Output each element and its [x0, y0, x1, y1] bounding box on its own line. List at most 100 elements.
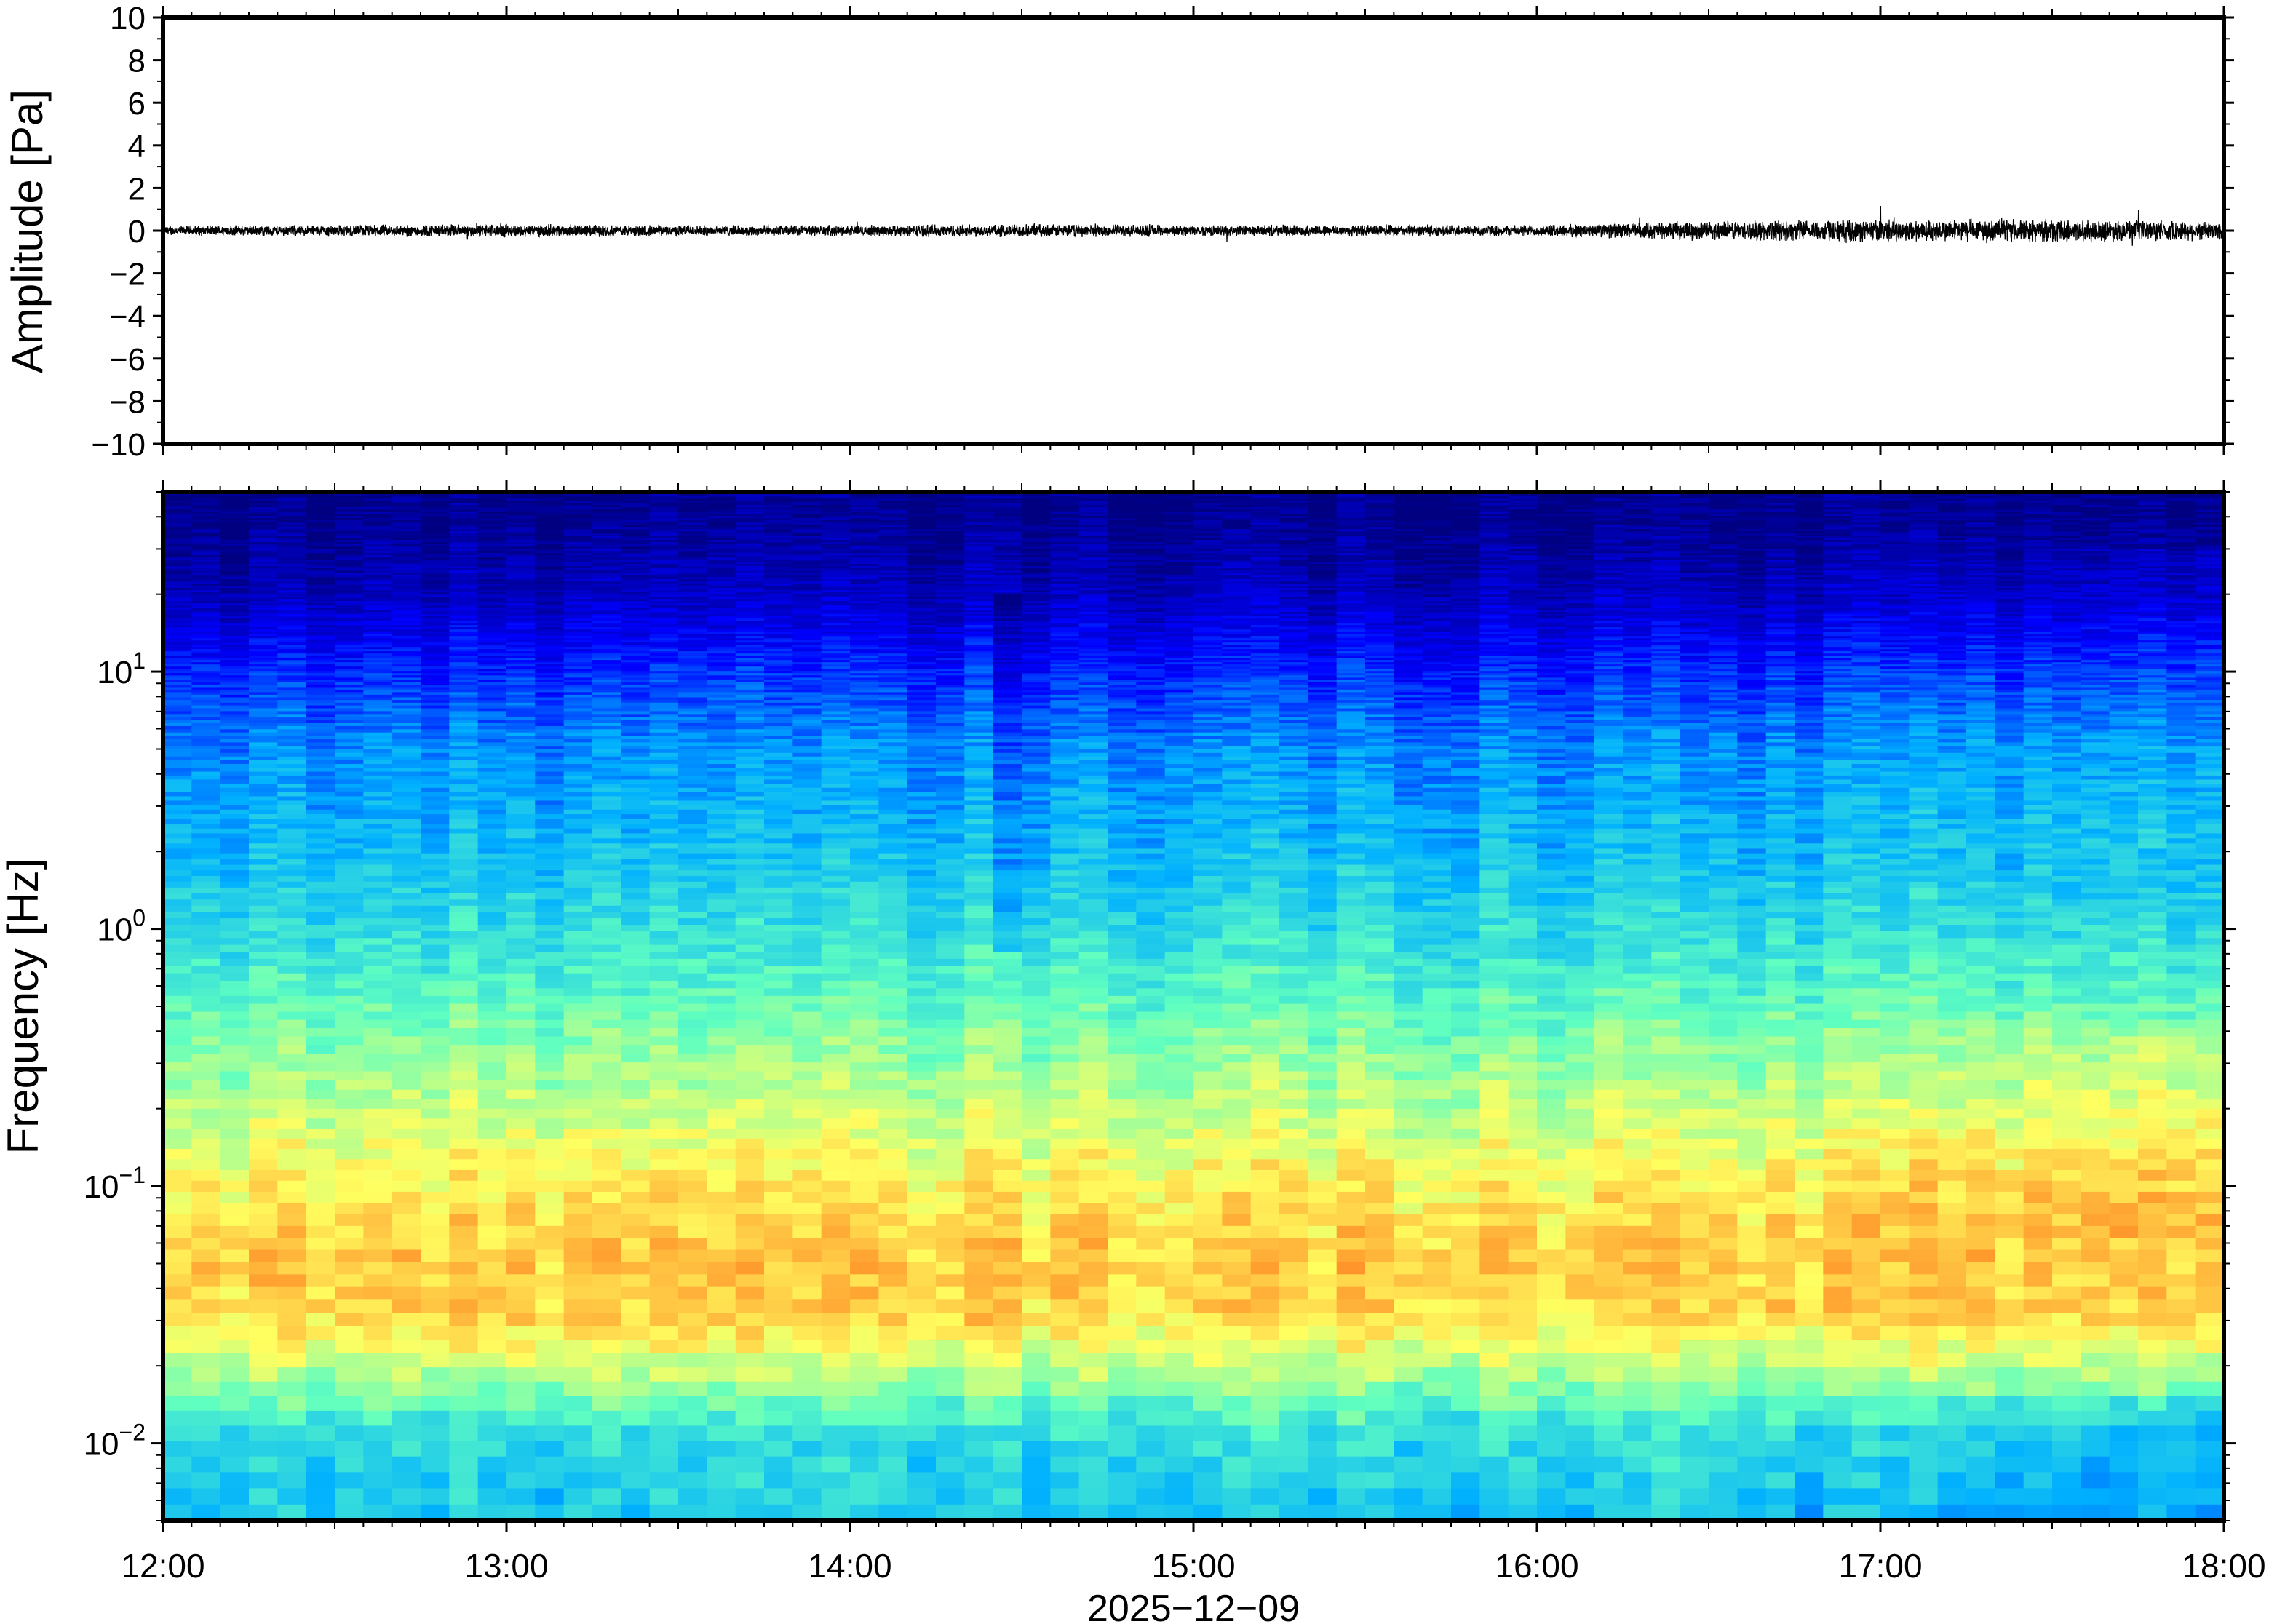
spectrogram-cell [707, 725, 736, 730]
spectrogram-cell [506, 602, 536, 606]
amplitude-trace-area [163, 205, 2224, 246]
spectrogram-cell [707, 616, 736, 619]
spectrogram-cell [506, 607, 536, 610]
spectrogram-cell [535, 809, 565, 815]
spectrogram-cell [621, 557, 651, 560]
spectrogram-cell [163, 565, 193, 569]
spectrogram-cell [764, 637, 794, 641]
spectrogram-cell [764, 1070, 794, 1080]
spectrogram-cell [621, 1044, 651, 1054]
spectrogram-cell [421, 592, 450, 595]
spectrogram-cell [506, 832, 536, 839]
spectrogram-cell [220, 937, 250, 945]
spectrogram-cell [277, 668, 307, 672]
spectrogram-cell [649, 1169, 679, 1181]
spectrogram-cell [506, 648, 536, 652]
spectrogram-cell [592, 745, 622, 749]
spectrogram-cell [535, 629, 565, 632]
spectrogram-cell [306, 1191, 335, 1203]
spectrogram-cell [477, 1011, 507, 1020]
spectrogram-cell [392, 679, 421, 682]
spectrogram-cell [592, 918, 622, 926]
spectrogram-cell [163, 804, 193, 810]
spectrogram-cell [277, 918, 307, 926]
spectrogram-cell [535, 1225, 565, 1238]
spectrogram-cell [535, 607, 565, 610]
spectrogram-cell [563, 672, 593, 676]
spectrogram-cell [764, 783, 794, 788]
spectrogram-cell [563, 526, 593, 530]
spectrogram-cell [506, 1237, 536, 1250]
spectrogram-cell [220, 522, 250, 525]
spectrogram-cell [392, 691, 421, 695]
spectrogram-cell [649, 646, 679, 650]
spectrogram-cell [678, 526, 708, 530]
spectrogram-cell [764, 520, 794, 523]
spectrogram-cell [449, 905, 479, 912]
spectrogram-cell [249, 973, 279, 981]
spectrogram-cell [191, 966, 221, 974]
spectrogram-cell [449, 682, 479, 685]
spectrogram-cell [392, 506, 421, 510]
spectrogram-cell [449, 550, 479, 554]
spectrogram-cell [735, 498, 765, 501]
spectrogram-cell [249, 864, 279, 871]
spectrogram-cell [363, 837, 393, 844]
spectrogram-cell [421, 622, 450, 626]
spectrogram-cell [563, 931, 593, 939]
spectrogram-cell [821, 763, 851, 768]
spectrogram-cell [621, 763, 651, 768]
spectrogram-cell [449, 578, 479, 582]
spectrogram-cell [277, 881, 307, 888]
spectrogram-cell [621, 583, 651, 586]
spectrogram-cell [191, 1261, 221, 1275]
spectrogram-cell [392, 931, 421, 939]
spectrogram-cell [277, 500, 307, 503]
spectrogram-cell [735, 644, 765, 648]
spectrogram-cell [477, 626, 507, 630]
spectrogram-cell [735, 684, 765, 688]
spectrogram-cell [392, 1396, 421, 1411]
spectrogram-cell [792, 937, 822, 945]
spectrogram-cell [764, 677, 794, 680]
spectrogram-cell [821, 719, 851, 723]
spectrogram-cell [649, 611, 679, 615]
spectrogram-cell [477, 1003, 507, 1012]
spectrogram-cell [477, 767, 507, 772]
spectrogram-cell [220, 705, 250, 709]
spectrogram-cell [249, 1425, 279, 1441]
spectrogram-cell [163, 502, 193, 506]
spectrogram-cell [477, 581, 507, 584]
spectrogram-cell [191, 500, 221, 503]
spectrogram-cell [220, 728, 250, 733]
spectrogram-cell [220, 557, 250, 560]
spectrogram-cell [535, 1089, 565, 1099]
spectrogram-cell [191, 559, 221, 562]
spectrogram-cell [191, 565, 221, 569]
spectrogram-cell [335, 589, 365, 593]
spectrogram-cell [563, 1456, 593, 1473]
spectrogram-cell [678, 691, 708, 695]
spectrogram-cell [163, 598, 193, 602]
spectrogram-cell [363, 600, 393, 604]
spectrogram-cell [506, 633, 536, 637]
spectrogram-cell [592, 1191, 622, 1203]
spectrogram-cell [449, 602, 479, 606]
spectrogram-cell [707, 987, 736, 996]
spectrogram-cell [821, 1214, 851, 1226]
spectrogram-cell [678, 951, 708, 959]
spectrogram-cell [563, 598, 593, 602]
spectrogram-cell [335, 672, 365, 676]
spectrogram-cell [191, 511, 221, 514]
spectrogram-cell [249, 937, 279, 945]
spectrogram-cell [220, 602, 250, 606]
spectrogram-cell [277, 605, 307, 608]
spectrogram-cell [392, 640, 421, 643]
spectrogram-cell [392, 1312, 421, 1326]
spectrogram-cell [477, 539, 507, 543]
spectrogram-cell [392, 1191, 421, 1203]
spectrogram-cell [191, 568, 221, 571]
spectrogram-cell [621, 739, 651, 743]
spectrogram-cell [821, 848, 851, 854]
spectrogram-cell [163, 631, 193, 634]
